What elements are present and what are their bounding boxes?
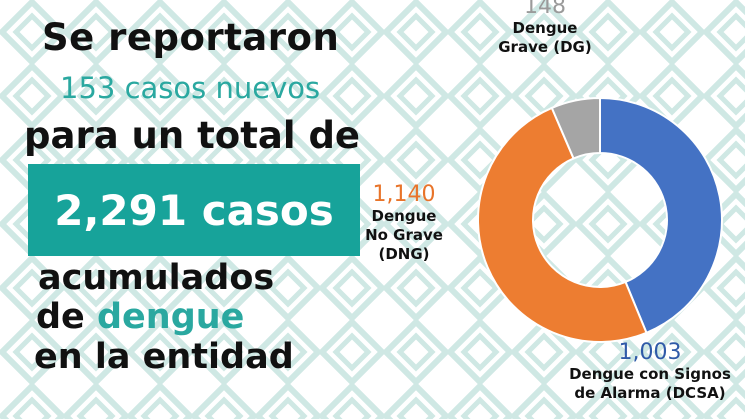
headline-line-1: Se reportaron [42, 16, 340, 59]
slice-name-1-2: (DNG) [378, 245, 430, 263]
slice-name-1-1: No Grave [365, 226, 443, 244]
headline-line-6: en la entidad [34, 337, 294, 377]
slice-name-2-1: Grave (DG) [498, 38, 592, 56]
headline-line-5-prefix: de [36, 297, 97, 337]
slice-name-0-1: de Alarma (DCSA) [574, 384, 726, 402]
donut-slice-1 [477, 106, 648, 343]
slice-value-1: 1,140 [372, 182, 436, 207]
donut-slice-2 [550, 96, 601, 160]
headline-line-3: para un total de [24, 114, 361, 157]
slice-value-2: 148 [524, 0, 566, 19]
dengue-highlight: dengue [96, 297, 245, 337]
slice-label-2: 148 Dengue Grave (DG) [490, 0, 600, 57]
slice-label-0: 1,003 Dengue con Signos de Alarma (DCSA) [560, 340, 740, 403]
donut-slice-0 [599, 96, 723, 335]
total-cases-box: 2,291 casos [28, 164, 360, 256]
slice-name-2-0: Dengue [512, 19, 578, 37]
slice-value-0: 1,003 [618, 340, 682, 365]
slice-label-1: 1,140 Dengue No Grave (DNG) [356, 182, 452, 264]
slice-name-0-0: Dengue con Signos [569, 365, 731, 383]
headline-line-4: acumulados [38, 258, 275, 298]
slice-name-1-0: Dengue [371, 207, 437, 225]
total-cases-text: 2,291 casos [54, 186, 334, 235]
new-cases-text: 153 casos nuevos [60, 71, 321, 105]
headline-line-5: de dengue [36, 297, 244, 337]
